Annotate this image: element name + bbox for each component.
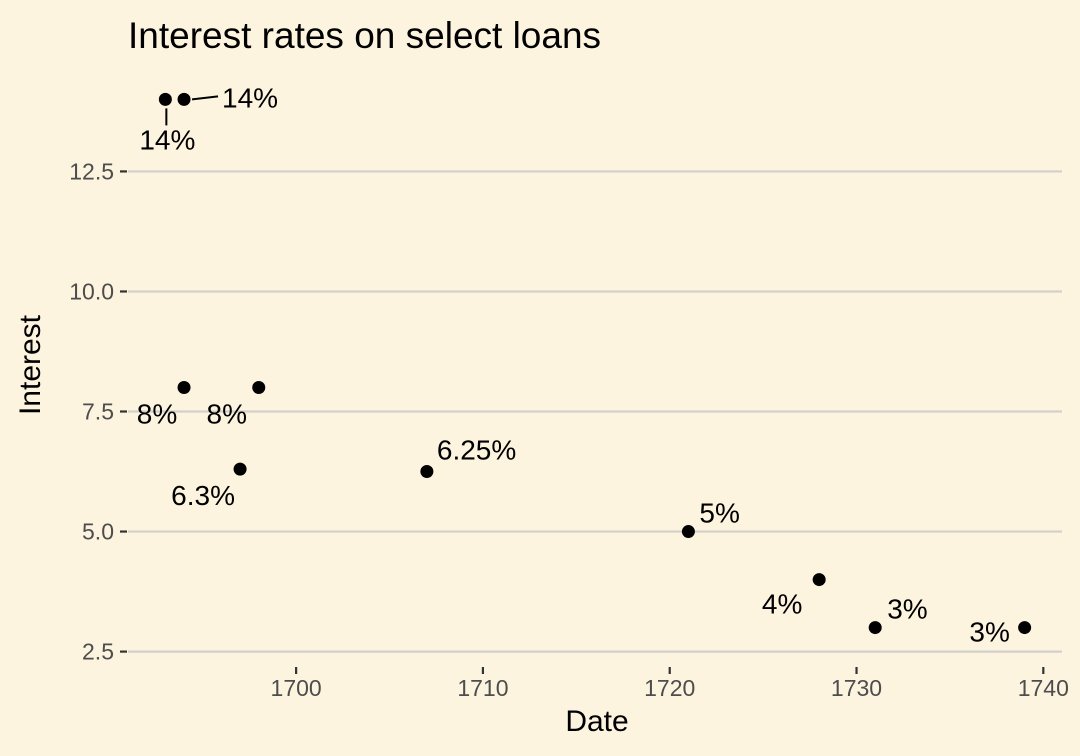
point-label: 4% xyxy=(762,589,802,620)
label-leader-line xyxy=(191,95,219,101)
y-tick-label: 12.5 xyxy=(69,158,114,184)
y-axis: 2.5 5.0 7.5 10.0 12.5 xyxy=(69,158,127,665)
x-tick-label: 1740 xyxy=(1018,675,1069,701)
data-point xyxy=(158,92,172,106)
data-point xyxy=(420,465,434,479)
y-tick-label: 7.5 xyxy=(82,399,114,425)
y-tick-label: 10.0 xyxy=(69,278,114,304)
point-label: 14% xyxy=(139,124,195,155)
point-label: 5% xyxy=(699,498,739,529)
data-point xyxy=(681,525,695,539)
x-axis: 1700 1710 1720 1730 1740 xyxy=(271,667,1069,701)
data-point xyxy=(177,92,191,106)
data-points xyxy=(158,92,1032,635)
x-tick-label: 1720 xyxy=(644,675,695,701)
data-point xyxy=(177,381,191,395)
point-label: 8% xyxy=(207,399,247,430)
x-tick-label: 1710 xyxy=(457,675,508,701)
point-label: 8% xyxy=(137,399,177,430)
x-tick-label: 1730 xyxy=(831,675,882,701)
point-label: 6.3% xyxy=(171,480,235,511)
chart-title: Interest rates on select loans xyxy=(128,15,601,56)
data-point xyxy=(1018,621,1032,635)
x-tick-label: 1700 xyxy=(271,675,322,701)
label-leader-lines xyxy=(165,95,219,126)
point-label: 3% xyxy=(887,594,927,625)
data-point xyxy=(252,381,266,395)
point-labels: 14% 14% 8% 8% 6.3% 6.25% 5% 4% 3% 3% xyxy=(137,82,1010,647)
point-label: 6.25% xyxy=(437,435,516,466)
point-label: 3% xyxy=(969,617,1009,648)
point-label: 14% xyxy=(222,82,278,113)
data-point xyxy=(812,573,826,587)
x-axis-title: Date xyxy=(565,705,628,738)
data-point xyxy=(868,621,882,635)
y-tick-label: 5.0 xyxy=(82,519,114,545)
data-point xyxy=(233,462,247,476)
gridlines xyxy=(128,170,1062,653)
y-tick-label: 2.5 xyxy=(82,639,114,665)
y-axis-title: Interest xyxy=(14,314,47,415)
